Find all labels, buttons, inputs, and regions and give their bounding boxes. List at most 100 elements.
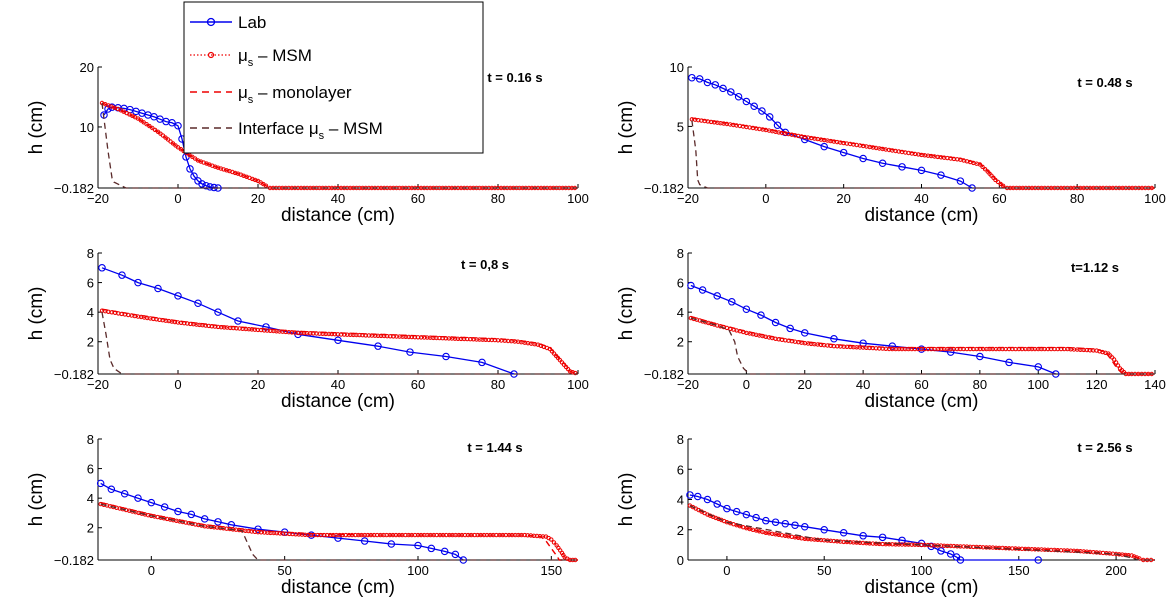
legend-marker [206,17,216,27]
y-tick-label: 4 [87,305,94,320]
x-tick-label: −20 [87,191,109,206]
x-tick-label: 100 [1027,377,1049,392]
x-tick-label: 100 [1144,191,1166,206]
y-tick-label: 6 [677,276,684,291]
lab-point [820,142,828,151]
x-tick-label: 140 [1144,377,1166,392]
subplot-title: t = 0.48 s [1077,75,1132,90]
lab-point [214,518,222,526]
lab-point [773,121,782,129]
subplot-title: t = 1.44 s [467,440,522,455]
lab-point [190,172,198,180]
x-axis-label: distance (cm) [864,391,978,412]
x-axis-label: distance (cm) [281,391,395,412]
x-tick-label: 0 [723,563,730,578]
lab-point [713,292,721,300]
x-axis-label: distance (cm) [281,205,395,226]
x-tick-label: 20 [251,191,265,206]
x-axis-label: distance (cm) [281,577,395,598]
x-tick-label: 20 [251,377,265,392]
lab-point [781,519,790,528]
y-axis-label: h (cm) [616,101,637,155]
series-line-monolayer [101,102,578,189]
lab-point [839,529,848,537]
legend-entry: μs – monolayer [190,83,352,106]
lab-point [96,479,105,488]
lab-point [734,92,743,101]
msm-point [192,156,198,161]
x-tick-label: 80 [491,377,505,392]
y-tick-label: −0.182 [54,553,94,568]
lab-point [878,533,887,542]
series-line-interface [690,317,1155,375]
x-axis-label: distance (cm) [864,577,978,598]
series-line-interface [689,505,1155,561]
x-tick-label: 50 [277,563,291,578]
y-tick-label: 8 [87,432,94,447]
lab-point [859,532,867,540]
y-tick-label: 2 [87,521,94,536]
y-tick-label: 6 [87,462,94,477]
lab-point [917,345,926,353]
lab-point [771,518,780,526]
plot-area [98,264,579,378]
series-line-lab [689,494,1039,561]
legend-entry: μs – MSM [190,46,312,69]
msm-point [1001,183,1006,189]
lab-point [107,485,116,494]
series-line-monolayer [689,504,1155,561]
subplot-title: t=1.12 s [1071,260,1119,275]
lab-point [427,544,436,553]
x-axis-label: distance (cm) [864,205,978,226]
x-tick-label: 100 [567,377,589,392]
series-line-msm [689,505,1155,561]
lab-point [946,550,955,558]
lab-point [1034,363,1043,371]
y-tick-label: 4 [677,305,684,320]
lab-point [723,504,731,513]
lab-point [1034,556,1043,564]
msm-point [152,127,158,133]
lab-point [406,348,414,356]
y-axis-label: h (cm) [26,287,47,341]
lab-point [160,503,169,511]
lab-point [791,521,799,529]
lab-point [194,299,202,308]
lab-point [98,264,106,272]
subplot-title: t = 0,8 s [461,257,509,272]
y-tick-label: 20 [80,60,94,75]
lab-point [186,165,194,173]
y-axis-label: h (cm) [616,287,637,341]
x-tick-label: 50 [817,563,831,578]
msm-point [551,540,557,545]
lab-point [752,513,760,522]
series-line-lab [101,267,515,375]
lab-point [206,183,214,191]
subplot-3: −20 0 20 40 60 80 100 −0.182 2 4 6 8 distance (cm) h … [26,246,589,412]
x-tick-label: 60 [914,377,928,392]
x-tick-label: 0 [148,563,155,578]
x-tick-label: 0 [174,377,181,392]
legend-entry: Lab [190,13,266,32]
y-tick-label: 10 [80,120,94,135]
lab-point [937,171,945,179]
msm-point [141,120,146,125]
lab-point [859,154,867,163]
y-tick-label: 10 [670,60,684,75]
y-tick-label: −0.182 [644,181,684,196]
lab-point [758,107,766,115]
x-tick-label: 60 [411,191,425,206]
lab-point [839,148,848,157]
x-tick-label: −20 [677,377,699,392]
y-axis-label: h (cm) [616,473,637,527]
series-line-msm [100,503,578,561]
lab-point [214,308,222,316]
lab-point [757,311,765,319]
series-line-monolayer [101,308,579,375]
x-tick-label: −20 [677,191,699,206]
lab-point [742,305,751,313]
x-tick-label: 40 [331,377,345,392]
lab-point [786,324,794,333]
series-line-monolayer [690,315,1155,375]
msm-point [549,537,554,542]
